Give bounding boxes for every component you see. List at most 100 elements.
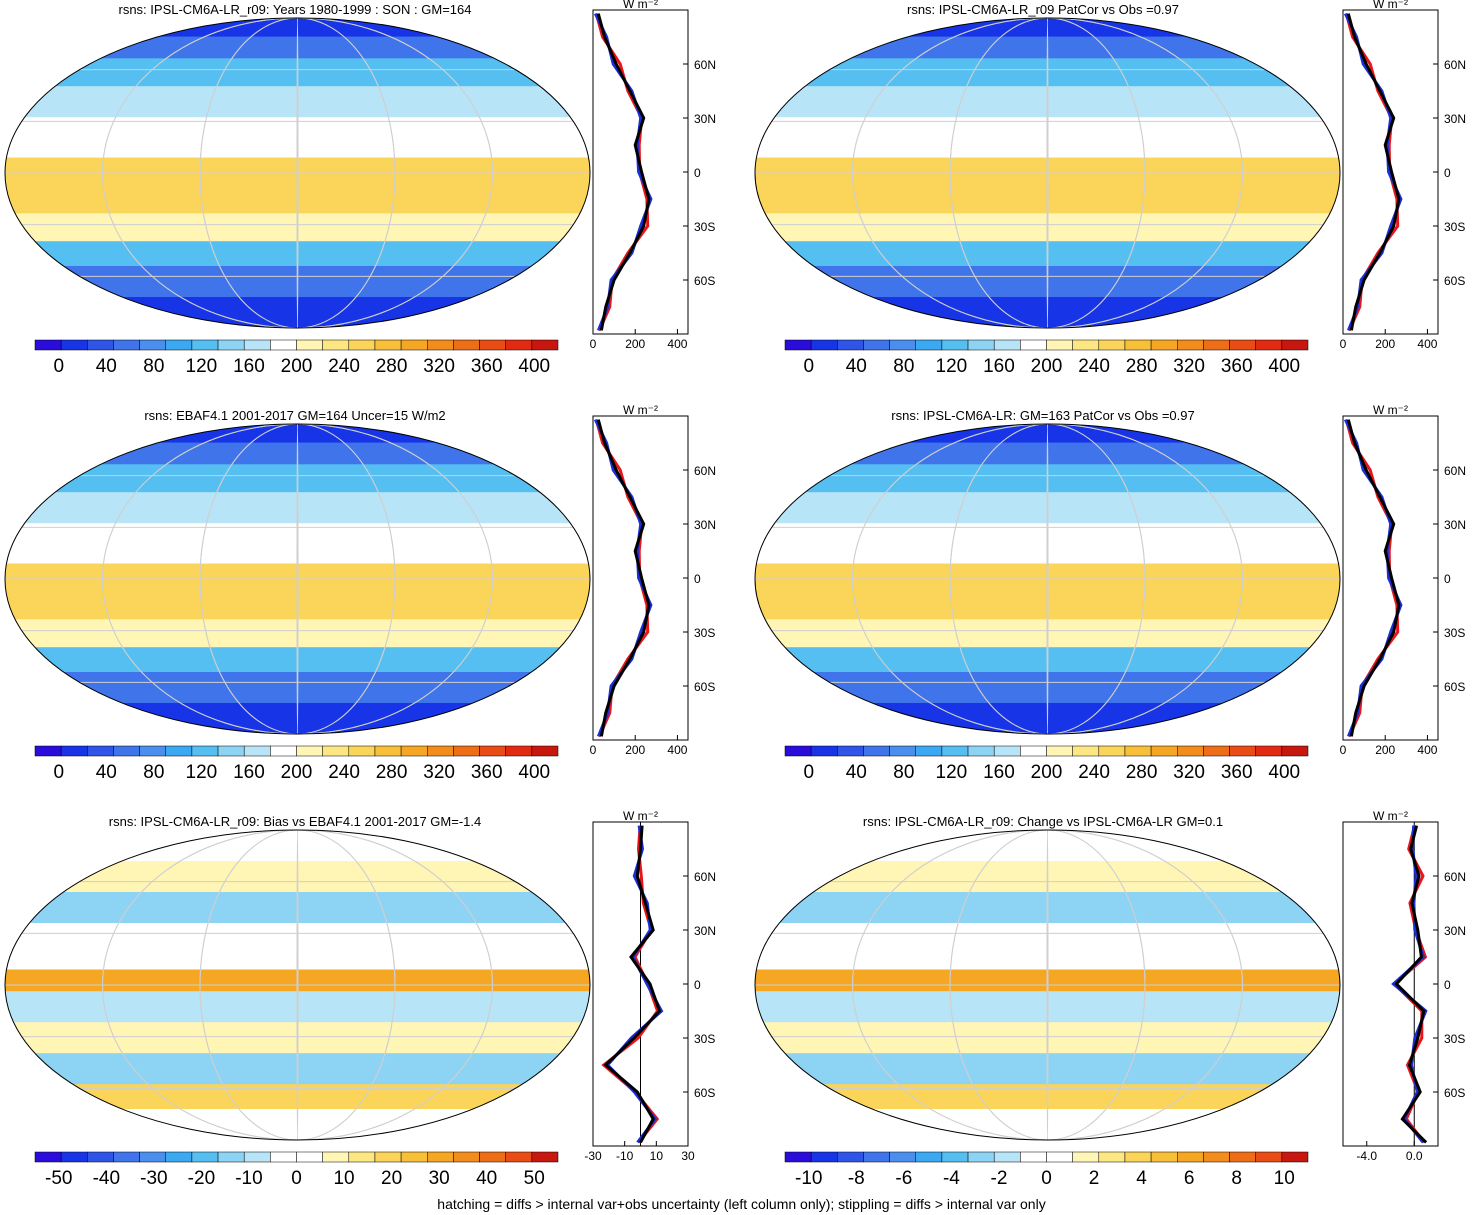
colorbar-tick-label: 120 <box>936 762 968 783</box>
colorbar-box <box>1150 339 1178 351</box>
map-field <box>755 18 1340 328</box>
colorbar-tick-label: 160 <box>983 762 1015 783</box>
map-field <box>5 424 590 734</box>
colorbar-box <box>993 745 1021 757</box>
zonal-value-label: 0 <box>1340 337 1347 351</box>
colorbar-box <box>1229 339 1256 351</box>
colorbar-box <box>1281 339 1309 351</box>
colorbar-box <box>1150 745 1178 757</box>
zonal-lat-label: 30N <box>694 112 716 126</box>
colorbar-tick-label: 240 <box>1078 356 1110 377</box>
colorbar-box <box>348 1151 376 1163</box>
colorbar-box <box>967 745 995 757</box>
colorbar-box <box>1281 745 1309 757</box>
zonal-line-blue <box>605 825 664 1144</box>
colorbar-tick-label: 120 <box>936 356 968 377</box>
colorbar-tick-label: 320 <box>1173 356 1205 377</box>
meridian-line <box>1046 18 1049 328</box>
zonal-unit: W m⁻² <box>1373 809 1408 823</box>
zonal-value-label: -10 <box>616 1149 634 1163</box>
colorbar-box <box>993 339 1021 351</box>
colorbar-box <box>34 339 62 351</box>
meridian-line <box>852 18 1243 328</box>
zonal-lat-label: 0 <box>1444 978 1451 992</box>
colorbar-box <box>1046 339 1073 351</box>
zonal-line-model <box>603 825 662 1144</box>
zonal-value-label: 0.0 <box>1406 1149 1423 1163</box>
colorbar-box <box>270 1151 297 1163</box>
zonal-lat-label: 60S <box>694 1086 715 1100</box>
zonal-unit: W m⁻² <box>623 0 658 11</box>
zonal-value-label: 200 <box>625 743 645 757</box>
panel-title: rsns: IPSL-CM6A-LR: GM=163 PatCor vs Obs… <box>891 408 1195 423</box>
zonal-unit: W m⁻² <box>1373 403 1408 417</box>
colorbar-tick-label: 30 <box>429 1168 450 1189</box>
zonal-lat-label: 0 <box>1444 572 1451 586</box>
colorbar-tick-label: -10 <box>795 1168 822 1189</box>
zonal-value-label: 400 <box>667 337 687 351</box>
zonal-value-label: 30 <box>681 1149 695 1163</box>
colorbar-box <box>1177 1151 1204 1163</box>
colorbar-tick-label: 80 <box>143 356 164 377</box>
colorbar-box <box>1124 1151 1152 1163</box>
map-field <box>5 18 590 328</box>
colorbar-box <box>1255 1151 1283 1163</box>
colorbar-tick-label: 360 <box>1221 356 1253 377</box>
zonal-line-blue <box>593 418 653 737</box>
colorbar-box <box>784 1151 812 1163</box>
zonal-value-label: 0 <box>590 743 597 757</box>
colorbar-tick-label: 240 <box>1078 762 1110 783</box>
colorbar-box <box>941 1151 969 1163</box>
colorbar-box <box>837 339 864 351</box>
colorbar-tick-label: -2 <box>991 1168 1008 1189</box>
colorbar-box <box>453 339 480 351</box>
zonal-lat-label: 60N <box>1444 464 1466 478</box>
colorbar-tick-label: 280 <box>1126 762 1158 783</box>
colorbar-tick-label: -6 <box>895 1168 912 1189</box>
zonal-lat-label: 30S <box>1444 1032 1465 1046</box>
colorbar-box <box>243 339 271 351</box>
colorbar-box <box>1046 745 1073 757</box>
colorbar-tick-label: 200 <box>281 356 313 377</box>
map-outline <box>4 829 591 1141</box>
colorbar-tick-label: 6 <box>1184 1168 1195 1189</box>
colorbar-tick-label: 240 <box>328 762 360 783</box>
zonal-line-blue <box>1343 418 1403 737</box>
colorbar-tick-label: 200 <box>1031 356 1063 377</box>
zonal-value-label: 0 <box>590 337 597 351</box>
zonal-lat-label: 0 <box>694 978 701 992</box>
colorbar-box <box>1281 1151 1309 1163</box>
zonal-lat-label: 60S <box>694 680 715 694</box>
colorbar-box <box>217 745 245 757</box>
zonal-lat-label: 30S <box>1444 220 1465 234</box>
colorbar-tick-label: 280 <box>1126 356 1158 377</box>
colorbar-tick-label: 400 <box>1268 762 1300 783</box>
zonal-lat-label: 0 <box>694 572 701 586</box>
panel-title: rsns: IPSL-CM6A-LR_r09: Bias vs EBAF4.1 … <box>108 814 482 829</box>
chart-6: -10 -8 -6 -4 -2 0 2 4 6 8 10 W m⁻² 60N 30N 0 30S 60S -4.0… <box>754 809 1466 1189</box>
colorbar-box <box>191 1151 219 1163</box>
colorbar-box <box>837 1151 864 1163</box>
zonal-lat-label: 60S <box>1444 680 1465 694</box>
colorbar-box <box>784 339 812 351</box>
colorbar-box <box>1203 339 1230 351</box>
colorbar-box <box>941 745 969 757</box>
meridian-line <box>949 424 1146 734</box>
zonal-line-blue <box>1391 825 1428 1144</box>
meridian-line <box>1046 830 1049 1140</box>
panel-title: rsns: EBAF4.1 2001-2017 GM=164 Uncer=15 … <box>144 408 446 423</box>
colorbar-box <box>1098 1151 1126 1163</box>
map-field <box>755 830 1340 1140</box>
colorbar-tick-label: -40 <box>93 1168 120 1189</box>
colorbar-box <box>191 339 219 351</box>
colorbar-box <box>889 339 916 351</box>
colorbar-box <box>967 1151 995 1163</box>
colorbar-box <box>165 1151 193 1163</box>
zonal-value-label: 400 <box>1417 743 1437 757</box>
colorbar-box <box>427 339 454 351</box>
zonal-lat-label: 30N <box>1444 112 1466 126</box>
colorbar-tick-label: 80 <box>893 356 914 377</box>
zonal-line-blue <box>1343 12 1403 331</box>
meridian-line <box>852 830 1243 1140</box>
